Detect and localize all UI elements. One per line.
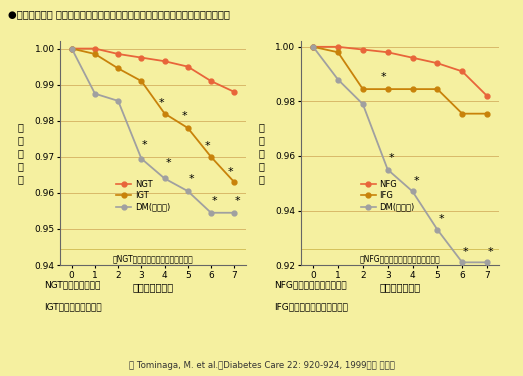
Text: *: * — [438, 214, 444, 224]
Text: *: * — [212, 196, 217, 206]
Text: *: * — [204, 141, 210, 152]
X-axis label: 観察期間（年）: 観察期間（年） — [132, 282, 174, 293]
Text: *: * — [463, 247, 469, 257]
Y-axis label: 累
積
生
存
率: 累 積 生 存 率 — [18, 122, 24, 185]
Text: *: * — [381, 72, 387, 82]
Text: *: * — [389, 153, 394, 163]
Text: IFG　：　空腹時血糖値異常: IFG ： 空腹時血糖値異常 — [275, 303, 348, 312]
Text: NFG：　空腹時血糖値正常: NFG： 空腹時血糖値正常 — [275, 280, 347, 289]
Legend: NGT, IGT, DM(糖尿病): NGT, IGT, DM(糖尿病) — [116, 180, 170, 212]
Text: NGT：　耘糖能正常: NGT： 耘糖能正常 — [44, 280, 101, 289]
Text: ＊NGTに比べて統計学的な差がある: ＊NGTに比べて統計学的な差がある — [112, 254, 194, 263]
Text: （ Tominaga, M. et al.：Diabetes Care 22: 920-924, 1999より 改変）: （ Tominaga, M. et al.：Diabetes Care 22: … — [129, 361, 394, 370]
Text: *: * — [181, 111, 187, 121]
Text: *: * — [488, 247, 494, 257]
Text: *: * — [165, 158, 171, 168]
Text: *: * — [158, 98, 164, 108]
Text: IGT　：　耘糖能異常: IGT ： 耘糖能異常 — [44, 303, 102, 312]
Text: *: * — [142, 139, 147, 150]
Text: *: * — [188, 174, 194, 184]
Legend: NFG, IFG, DM(糖尿病): NFG, IFG, DM(糖尿病) — [360, 180, 414, 212]
X-axis label: 観察期間（年）: 観察期間（年） — [380, 282, 420, 293]
Text: *: * — [228, 167, 234, 177]
Text: ●舟形コホート 集団における心血管系疾患による死亡に対する累積生存率の推移: ●舟形コホート 集団における心血管系疾患による死亡に対する累積生存率の推移 — [8, 9, 230, 20]
Text: *: * — [235, 196, 241, 206]
Y-axis label: 累
積
生
存
率: 累 積 生 存 率 — [258, 122, 264, 185]
Text: *: * — [413, 176, 419, 186]
Text: ＊NFGに比べて統計学的な差がある: ＊NFGに比べて統計学的な差がある — [360, 254, 440, 263]
